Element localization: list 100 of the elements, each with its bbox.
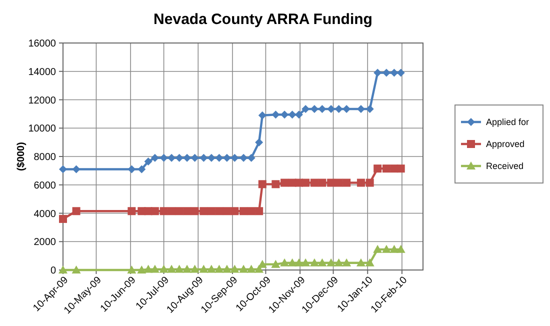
point <box>302 178 310 187</box>
point <box>310 258 319 266</box>
point <box>150 154 159 162</box>
point <box>294 258 304 266</box>
point <box>183 207 192 216</box>
point <box>190 264 200 273</box>
point <box>137 266 146 274</box>
point <box>215 207 224 216</box>
point <box>159 264 168 273</box>
point <box>288 258 297 266</box>
point <box>247 207 256 216</box>
point <box>200 154 208 162</box>
y-axis-title: ($000) <box>16 142 27 171</box>
point <box>247 154 256 162</box>
point <box>390 68 398 77</box>
point <box>255 138 264 146</box>
y-tick-label: 4000 <box>34 208 56 220</box>
y-tick-label: 14000 <box>28 66 56 78</box>
point <box>334 258 344 266</box>
point <box>144 157 152 166</box>
point <box>318 104 326 113</box>
legend-label: Applied for <box>486 117 530 128</box>
point <box>382 244 391 253</box>
point <box>382 68 390 77</box>
point <box>334 178 343 187</box>
legend-label: Approved <box>486 139 525 150</box>
point <box>59 214 67 223</box>
point <box>271 260 280 268</box>
point <box>215 154 224 162</box>
point <box>58 266 68 274</box>
point <box>342 178 351 187</box>
point <box>150 264 160 273</box>
point <box>356 178 365 187</box>
point <box>318 258 327 266</box>
point <box>255 207 264 216</box>
point <box>280 178 289 187</box>
point <box>175 207 184 216</box>
point <box>272 110 280 119</box>
point <box>258 180 266 188</box>
point <box>390 244 399 253</box>
y-tick-label: 2000 <box>34 237 56 248</box>
point <box>326 258 336 266</box>
point <box>200 207 208 216</box>
y-tick-label: 10000 <box>28 124 56 135</box>
point <box>334 104 343 113</box>
point <box>72 207 80 216</box>
point <box>366 178 374 187</box>
point <box>150 207 159 216</box>
point <box>342 258 352 266</box>
point <box>128 165 136 174</box>
point <box>127 266 136 274</box>
point <box>72 266 81 274</box>
point <box>272 180 280 188</box>
point <box>258 111 266 120</box>
point <box>310 178 318 187</box>
point <box>206 264 216 273</box>
point <box>59 165 67 174</box>
point <box>138 165 146 174</box>
point <box>214 264 224 273</box>
y-tick-label: 0 <box>50 266 56 276</box>
point <box>239 264 248 273</box>
point <box>160 207 168 216</box>
point <box>168 207 176 216</box>
point <box>72 165 80 174</box>
point <box>396 164 405 173</box>
point <box>301 258 310 266</box>
point <box>382 164 390 173</box>
point <box>167 264 176 273</box>
point <box>190 207 199 216</box>
point <box>356 258 366 266</box>
point <box>366 104 374 113</box>
point <box>318 178 326 187</box>
chart-title: Nevada County ARRA Funding <box>154 11 372 28</box>
point <box>246 264 256 273</box>
point <box>199 264 208 273</box>
point <box>374 164 382 173</box>
point <box>160 154 168 162</box>
point <box>182 264 192 273</box>
point <box>128 207 136 216</box>
point <box>240 207 248 216</box>
point <box>175 154 184 162</box>
point <box>280 258 290 266</box>
point <box>396 68 405 77</box>
point <box>144 264 153 273</box>
point <box>222 264 232 273</box>
point <box>396 244 406 253</box>
point <box>327 178 336 187</box>
point <box>365 258 374 266</box>
legend-label: Received <box>486 161 524 172</box>
point <box>294 110 303 119</box>
point <box>288 110 296 119</box>
point <box>222 207 231 216</box>
y-tick-label: 6000 <box>34 180 56 192</box>
y-tick-label: 8000 <box>34 152 56 163</box>
point <box>230 264 240 273</box>
point <box>373 244 382 253</box>
point <box>174 264 184 273</box>
point <box>230 154 239 162</box>
point <box>230 207 239 216</box>
y-tick-label: 16000 <box>28 38 56 50</box>
